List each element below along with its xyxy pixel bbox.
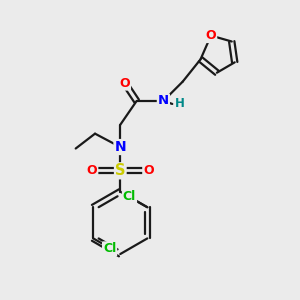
Text: S: S (115, 163, 125, 178)
Text: N: N (158, 94, 169, 107)
Text: Cl: Cl (103, 242, 116, 255)
Text: N: N (115, 140, 126, 154)
Text: O: O (87, 164, 98, 177)
Text: H: H (175, 98, 185, 110)
Text: O: O (206, 29, 216, 42)
Text: O: O (119, 76, 130, 90)
Text: O: O (143, 164, 154, 177)
Text: Cl: Cl (123, 190, 136, 203)
